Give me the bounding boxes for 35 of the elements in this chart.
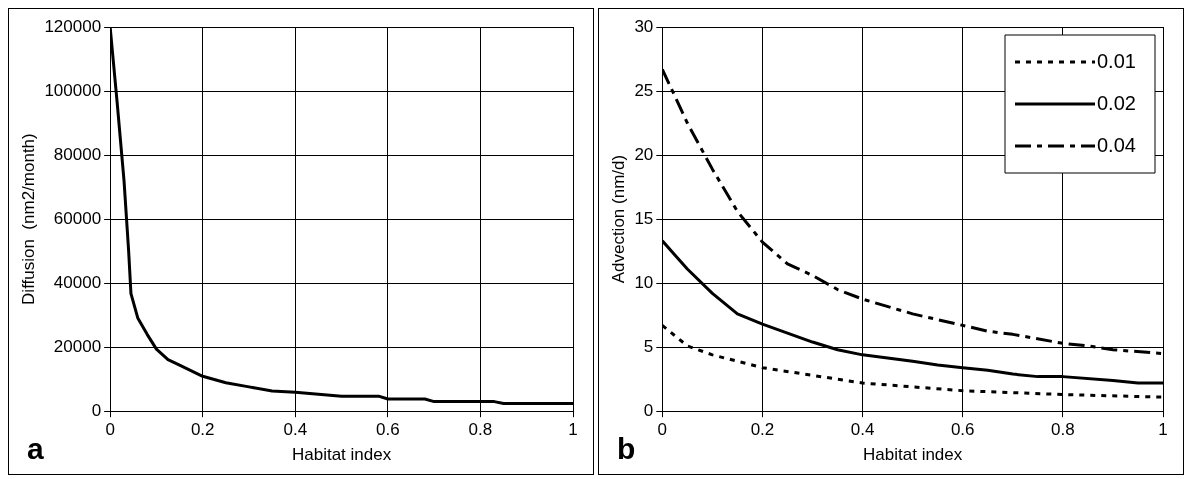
x-tick-label: 0.6 <box>376 420 400 440</box>
x-axis-title: Habitat index <box>863 445 963 465</box>
y-tick-label: 100000 <box>44 80 102 100</box>
y-tick-label: 30 <box>634 16 654 36</box>
y-tick-label: 15 <box>634 208 654 228</box>
x-tick-label: 0.2 <box>190 420 215 440</box>
y-tick-label: 10 <box>634 272 654 292</box>
x-tick-label: 0.8 <box>468 420 493 440</box>
y-axis-title: Diffusion (nm2/month) <box>18 133 38 305</box>
x-tick-label: 0.4 <box>283 420 308 440</box>
x-tick-label: 0.4 <box>850 420 875 440</box>
x-tick-label: 0 <box>105 420 115 440</box>
y-tick-label: 80000 <box>53 144 102 164</box>
x-tick-label: 0.6 <box>950 420 975 440</box>
y-tick-label: 40000 <box>53 272 102 292</box>
y-tick-label: 120000 <box>44 16 102 36</box>
x-axis-title: Habitat index <box>291 445 392 465</box>
text: a <box>27 432 44 466</box>
y-tick-label: 25 <box>634 80 654 100</box>
y-tick-label: 5 <box>643 336 654 356</box>
x-tick-label: 0.8 <box>1051 420 1075 440</box>
legend-label: 0.04 <box>1097 133 1136 156</box>
y-axis-title: Advection (nm/d) <box>608 154 628 284</box>
y-tick-label: 60000 <box>53 208 102 228</box>
x-tick-label: 0 <box>657 420 668 440</box>
legend-label: 0.02 <box>1097 91 1136 114</box>
legend-label: 0.01 <box>1097 49 1136 72</box>
y-tick-label: 0 <box>91 400 102 420</box>
y-tick-label: 20 <box>634 144 654 164</box>
x-tick-label: 1 <box>568 420 578 440</box>
y-tick-label: 0 <box>643 400 654 420</box>
x-tick-label: 1 <box>1158 420 1168 440</box>
y-tick-label: 20000 <box>53 336 102 356</box>
text: b <box>617 432 636 466</box>
x-tick-label: 0.2 <box>750 420 775 440</box>
